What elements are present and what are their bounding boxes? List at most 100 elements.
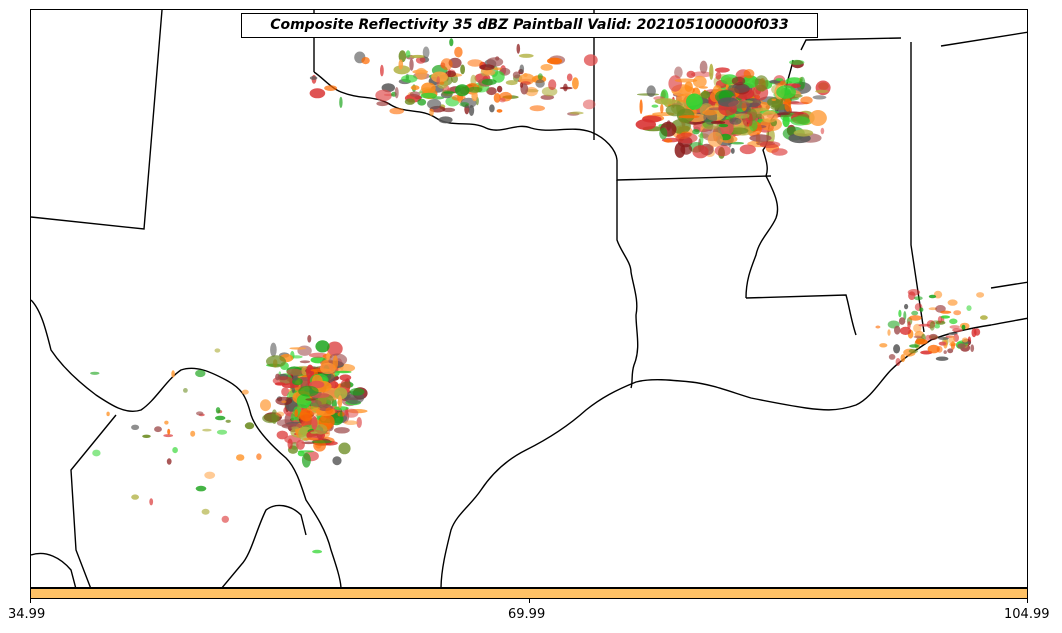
reflectivity-blob (467, 59, 484, 67)
reflectivity-blob (731, 76, 746, 86)
reflectivity-blob (312, 549, 323, 554)
reflectivity-blob (888, 354, 896, 360)
reflectivity-blob (748, 113, 753, 127)
reflectivity-blob (313, 424, 328, 435)
reflectivity-blob (286, 368, 303, 376)
reflectivity-blob (879, 343, 888, 348)
reflectivity-blob (925, 334, 931, 341)
reflectivity-blob (776, 85, 796, 99)
reflectivity-blob (943, 350, 947, 354)
reflectivity-blob (305, 398, 316, 401)
reflectivity-blob (172, 447, 178, 454)
reflectivity-blob (761, 110, 778, 123)
reflectivity-blob (289, 347, 307, 350)
reflectivity-blob (241, 389, 249, 395)
reflectivity-blob (718, 123, 729, 128)
reflectivity-blob (92, 449, 101, 457)
reflectivity-blob (895, 358, 901, 366)
reflectivity-blob (442, 107, 456, 113)
reflectivity-blob (651, 104, 659, 108)
reflectivity-blob (299, 360, 311, 364)
colorbar-tick-mid: 69.99 (508, 607, 546, 622)
reflectivity-blob (310, 400, 322, 408)
reflectivity-blob (674, 142, 686, 158)
reflectivity-blob (266, 355, 286, 368)
reflectivity-blob (961, 337, 969, 343)
reflectivity-blob (410, 85, 420, 91)
reflectivity-blob (789, 59, 805, 65)
reflectivity-blob (451, 94, 466, 101)
reflectivity-blob (908, 291, 916, 301)
reflectivity-blob (215, 407, 221, 414)
reflectivity-blob (715, 67, 730, 73)
reflectivity-blob (260, 399, 271, 412)
reflectivity-blob (743, 69, 755, 79)
map-canvas (31, 10, 1027, 587)
reflectivity-blob (887, 329, 891, 336)
reflectivity-blob (496, 109, 503, 113)
reflectivity-blob (481, 78, 497, 86)
reflectivity-blob (276, 430, 288, 440)
reflectivity-blob (415, 56, 426, 64)
reflectivity-blob (332, 456, 342, 466)
reflectivity-blob (754, 75, 769, 92)
reflectivity-blob (292, 375, 299, 381)
reflectivity-blob (142, 434, 151, 438)
reflectivity-blob (668, 75, 682, 92)
nm-border (31, 10, 163, 230)
mo-ar-border (800, 37, 902, 51)
reflectivity-blob (163, 434, 174, 438)
reflectivity-blob (686, 70, 696, 78)
reflectivity-blob (262, 413, 280, 424)
reflectivity-blob (335, 370, 352, 374)
reflectivity-blob (739, 144, 756, 155)
reflectivity-blob (438, 116, 453, 124)
reflectivity-blob (274, 382, 286, 386)
reflectivity-blob (775, 78, 784, 82)
reflectivity-blob (646, 85, 656, 97)
reflectivity-blob (707, 131, 723, 147)
reflectivity-blob (409, 58, 414, 71)
reflectivity-blob (940, 315, 951, 319)
reflectivity-blob (479, 64, 495, 71)
reflectivity-blob (540, 64, 553, 71)
reflectivity-blob (376, 101, 389, 107)
reflectivity-blob (190, 430, 196, 437)
reflectivity-blob (334, 427, 350, 434)
reflectivity-blob (793, 129, 814, 137)
reflectivity-blob (492, 71, 505, 83)
reflectivity-blob (443, 91, 455, 94)
reflectivity-blob (324, 85, 337, 91)
colorbar (30, 588, 1028, 599)
reflectivity-blob (927, 344, 940, 354)
reflectivity-blob (800, 96, 813, 105)
reflectivity-blob (338, 442, 351, 455)
reflectivity-blob (380, 64, 384, 77)
reflectivity-blob (287, 438, 293, 450)
reflectivity-blob (820, 127, 825, 135)
reflectivity-blob (90, 371, 100, 375)
reflectivity-blob (195, 369, 206, 378)
state-boundaries (31, 10, 1027, 587)
reflectivity-blob (131, 424, 140, 430)
reflectivity-blob (531, 77, 537, 82)
reflectivity-blob (290, 355, 303, 359)
reflectivity-blob (519, 64, 525, 73)
reflectivity-blob (686, 93, 703, 110)
reflectivity-blob (356, 417, 362, 428)
reflectivity-blob (519, 82, 524, 88)
reflectivity-blob (642, 115, 662, 123)
reflectivity-blob (729, 117, 742, 125)
reflectivity-blob (311, 440, 333, 444)
reflectivity-blob (919, 307, 924, 312)
reflectivity-blob (875, 325, 881, 329)
reflectivity-blob (339, 410, 343, 423)
reflectivity-blob (429, 108, 434, 116)
colorbar-tick-max: 104.99 (1004, 607, 1050, 622)
reflectivity-blob (454, 46, 463, 58)
colorbar-tick-mark (529, 599, 530, 603)
reflectivity-blob (483, 69, 496, 76)
reflectivity-blob (421, 82, 436, 94)
reflectivity-blob (439, 81, 445, 85)
reflectivity-blob (957, 343, 966, 349)
